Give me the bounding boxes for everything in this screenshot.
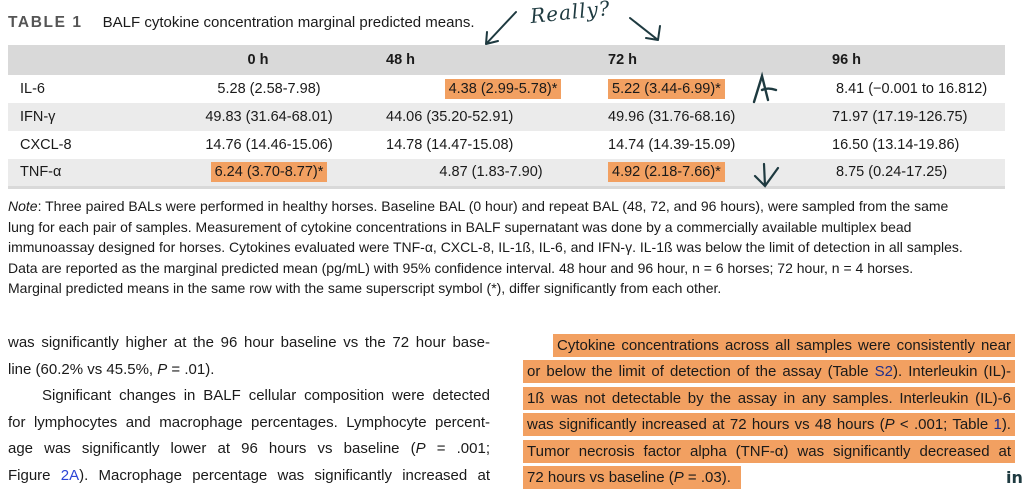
cell-72h: 5.22 (3.44-6.99)* (602, 75, 824, 103)
cell-0h: 6.24 (3.70-8.77)* (158, 159, 380, 187)
cell-48h: 4.38 (2.99-5.78)* (380, 75, 602, 103)
p-symbol: P (157, 360, 168, 378)
text: < .001; Table (894, 416, 994, 433)
cell-value: 4.87 (1.83-7.90) (439, 164, 543, 181)
note-line: lung for each pair of samples. Measureme… (8, 218, 912, 235)
figure-2a-link[interactable]: 2A (60, 466, 80, 484)
cell-value: 8.41 (−0.001 to 16.812) (836, 81, 988, 97)
highlighted-value: 5.22 (3.44-6.99)* (608, 79, 725, 99)
handwritten-annotation: Really? (528, 0, 612, 29)
body-line: was significantly higher at the 96 hour … (8, 334, 490, 351)
handwritten-partial-text: in (1006, 468, 1023, 487)
body-line: line (60.2% vs 45.5%, P = .01). (8, 357, 490, 384)
table-1-link[interactable]: 1 (993, 416, 1002, 433)
cell-value: 14.74 (14.39-15.09) (608, 137, 736, 153)
cell-value: 44.06 (35.20-52.91) (386, 109, 514, 125)
note-line: Marginal predicted means in the same row… (8, 280, 722, 296)
note-line: Data are reported as the marginal predic… (8, 259, 914, 276)
table-row: IFN-γ 49.83 (31.64-68.01) 44.06 (35.20-5… (8, 103, 1005, 131)
row-name: IL-6 (20, 81, 45, 97)
table-caption: TABLE 1 BALF cytokine concentration marg… (8, 14, 475, 38)
cell-72h: 49.96 (31.76-68.16) (602, 103, 824, 131)
cell-72h: 14.74 (14.39-15.09) (602, 131, 824, 159)
row-name: IFN-γ (20, 109, 56, 125)
table-header-row: 0 h 48 h 72 h 96 h (8, 45, 1005, 75)
cell-value: 8.75 (0.24-17.25) (836, 164, 948, 181)
cell-value: 49.96 (31.76-68.16) (608, 109, 736, 125)
p-symbol: P (884, 416, 895, 433)
note-label: Note (8, 198, 38, 214)
body-line: Figure 2A). Macrophage percentage was si… (8, 463, 490, 490)
arrow-down-right-icon (629, 17, 661, 41)
highlighted-line: Tumor necrosis factor alpha (TNF-α) was … (523, 439, 1015, 463)
header-48h: 48 h (386, 52, 416, 68)
highlighted-line: Cytokine concentrations across all sampl… (553, 333, 1015, 357)
highlighted-value: 4.38 (2.99-5.78)* (444, 79, 562, 99)
table-row: TNF-α 6.24 (3.70-8.77)* 4.87 (1.83-7.90)… (8, 159, 1005, 187)
highlighted-value: 4.92 (2.18-7.66)* (608, 162, 725, 183)
cell-value: 49.83 (31.64-68.01) (205, 109, 333, 125)
highlighted-line: or below the limit of detection of the a… (523, 360, 1015, 383)
cell-48h: 14.78 (14.47-15.08) (380, 131, 602, 159)
table-note: Note: Three paired BALs were performed i… (8, 196, 1008, 299)
text: = .01). (167, 360, 215, 378)
body-line: Significant changes in BALF cellular com… (42, 387, 490, 404)
p-symbol: P (415, 440, 426, 457)
highlighted-line: 72 hours vs baseline (P = .03). (523, 466, 741, 489)
table-title: BALF cytokine concentration marginal pre… (102, 14, 475, 31)
body-text-right: Cytokine concentrations across all sampl… (523, 330, 1015, 490)
highlighted-value: 6.24 (3.70-8.77)* (210, 162, 328, 183)
table-row: CXCL-8 14.76 (14.46-15.06) 14.78 (14.47-… (8, 131, 1005, 159)
cell-value: 5.28 (2.58-7.98) (217, 81, 321, 97)
text: or below the limit of detection of the a… (527, 363, 875, 380)
header-72h: 72 h (608, 52, 638, 68)
row-name: CXCL-8 (20, 137, 72, 153)
cell-0h: 5.28 (2.58-7.98) (158, 75, 380, 103)
text: ). Macrophage percentage was significant… (79, 466, 491, 484)
body-text-left: was significantly higher at the 96 hour … (8, 330, 490, 489)
cell-value: 14.76 (14.46-15.06) (205, 137, 333, 153)
text: was significantly increased at 72 hours … (527, 416, 885, 433)
text: = .001; (425, 440, 490, 457)
cell-96h: 8.41 (−0.001 to 16.812) (824, 75, 1005, 103)
text: Figure (8, 466, 61, 484)
body-line: age was significantly lower at 96 hours … (8, 436, 490, 463)
row-name: TNF-α (20, 164, 62, 181)
cell-96h: 8.75 (0.24-17.25) (824, 159, 1005, 187)
header-cytokine (8, 45, 158, 75)
p-symbol: P (673, 469, 684, 486)
table-label: TABLE 1 (8, 14, 83, 31)
cytokine-table: 0 h 48 h 72 h 96 h IL-6 5.28 (2.58-7.98)… (8, 45, 1005, 189)
arrow-up-icon (752, 71, 778, 104)
text: line (60.2% vs 45.5%, (8, 360, 158, 378)
note-text: : Three paired BALs were performed in he… (37, 198, 949, 214)
text: ). Interleukin (IL)- (892, 363, 1011, 380)
header-96h: 96 h (832, 52, 862, 68)
cell-48h: 44.06 (35.20-52.91) (380, 103, 602, 131)
cell-48h: 4.87 (1.83-7.90) (380, 159, 602, 187)
arrow-down-icon (753, 162, 780, 188)
text: 72 hours vs baseline ( (527, 469, 674, 486)
arrow-down-left-icon (485, 11, 517, 45)
text: age was significantly lower at 96 hours … (8, 440, 416, 457)
cell-96h: 16.50 (13.14-19.86) (824, 131, 1005, 159)
text: = .03). (683, 469, 731, 486)
table-s2-link[interactable]: S2 (874, 363, 893, 380)
text: ). (1001, 416, 1011, 433)
highlighted-line: 1ß was not detectable by the assay in an… (523, 386, 1015, 410)
body-line: for lymphocytes and macrophage percentag… (8, 413, 490, 431)
table-row: IL-6 5.28 (2.58-7.98) 4.38 (2.99-5.78)* … (8, 75, 1005, 103)
cell-72h: 4.92 (2.18-7.66)* (602, 159, 824, 187)
note-line: Note: Three paired BALs were performed i… (8, 196, 1008, 217)
cell-value: 71.97 (17.19-126.75) (832, 109, 968, 125)
note-line: immunoassay designed for horses. Cytokin… (8, 239, 963, 255)
cell-0h: 14.76 (14.46-15.06) (158, 131, 380, 159)
header-0h: 0 h (247, 52, 269, 68)
cell-value: 14.78 (14.47-15.08) (386, 137, 514, 153)
cell-96h: 71.97 (17.19-126.75) (824, 103, 1005, 131)
cell-value: 16.50 (13.14-19.86) (832, 137, 960, 153)
highlighted-line: was significantly increased at 72 hours … (523, 413, 1015, 436)
cell-0h: 49.83 (31.64-68.01) (158, 103, 380, 131)
